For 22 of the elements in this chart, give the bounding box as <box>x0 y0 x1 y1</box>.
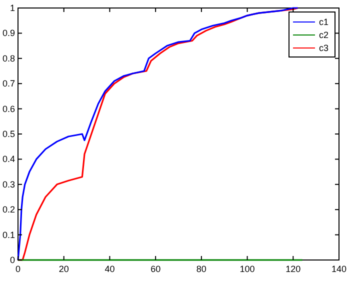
x-tick-label: 120 <box>286 264 301 274</box>
y-tick-label: 1 <box>10 3 15 13</box>
x-tick-label: 20 <box>58 264 69 274</box>
x-tick-label: 60 <box>150 264 161 274</box>
x-tick-label: 40 <box>104 264 115 274</box>
line-series <box>17 7 299 261</box>
y-tick-label: 0.3 <box>2 179 15 190</box>
legend-label: c1 <box>319 17 329 27</box>
x-tick-label: 100 <box>240 264 255 274</box>
y-tick-label: 0.6 <box>2 104 15 114</box>
legend-label: c2 <box>319 30 329 40</box>
y-tick-label: 0.8 <box>2 53 15 64</box>
y-tick-label: 0.1 <box>2 230 15 240</box>
y-tick-label: 0 <box>10 255 15 265</box>
y-tick-label: 0.2 <box>2 204 15 215</box>
y-tick-label: 0.5 <box>2 129 15 139</box>
x-tick-label: 140 <box>331 264 347 274</box>
y-tick-label: 0.4 <box>2 154 15 164</box>
y-tick-label: 0.7 <box>2 78 15 89</box>
x-tick-label: 80 <box>196 264 206 274</box>
y-tick-label: 0.9 <box>2 28 15 38</box>
legend-label: c3 <box>319 43 329 53</box>
